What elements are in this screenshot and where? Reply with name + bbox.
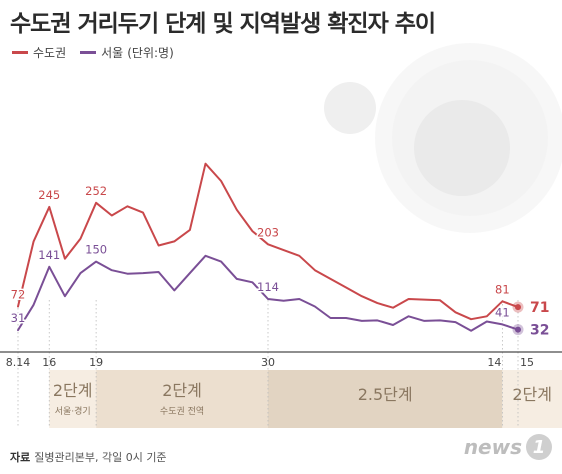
last-point-capital — [515, 304, 521, 311]
phase-label-1: 2단계 — [162, 381, 202, 400]
legend-entry-seoul: 서울 (단위:명) — [80, 44, 174, 61]
legend: 수도권 서울 (단위:명) — [12, 44, 188, 61]
legend-entry-capital: 수도권 — [12, 44, 66, 61]
phase-dividers — [17, 300, 519, 428]
data-label-seoul-0: 31 — [11, 311, 26, 325]
source-text: 질병관리본부, 각일 0시 기준 — [34, 451, 167, 464]
virus-small-body — [324, 82, 376, 134]
data-label-capital-0: 72 — [11, 288, 26, 302]
phase-label-0: 2단계 — [53, 381, 93, 400]
x-tick-label-0: 8.14 — [6, 356, 31, 369]
phase-band-1 — [96, 370, 268, 428]
phase-sublabel-0: 서울·경기 — [55, 405, 91, 417]
data-label-seoul-5: 150 — [85, 243, 107, 257]
data-label-capital-2: 245 — [38, 188, 60, 202]
phase-band-0 — [49, 370, 97, 428]
last-point-seoul — [515, 326, 521, 333]
data-label-capital-32: 71 — [530, 300, 549, 316]
x-tick-label-2: 19 — [89, 356, 103, 369]
virus-large-body — [414, 100, 510, 196]
x-axis: 8.14 16 19 30 14 15 — [0, 351, 562, 369]
phase-label-2: 2.5단계 — [358, 385, 413, 404]
logo-word: news — [463, 435, 522, 459]
phase-label-3: 2단계 — [512, 385, 552, 404]
legend-label-capital: 수도권 — [33, 46, 67, 60]
series-line-seoul — [17, 254, 519, 332]
series-line-capital — [17, 162, 519, 321]
data-label-capital-5: 252 — [85, 184, 107, 198]
data-label-seoul-31: 41 — [495, 305, 510, 319]
phase-band-2 — [268, 370, 503, 428]
footer-source: 자료 질병관리본부, 각일 0시 기준 — [10, 449, 167, 465]
phase-band-3 — [502, 370, 562, 428]
legend-swatch-capital — [12, 51, 28, 54]
phase-sublabel-1: 수도권 전역 — [160, 405, 204, 417]
data-label-seoul-32: 32 — [530, 323, 549, 339]
data-label-seoul-16: 114 — [257, 280, 279, 294]
news1-logo: news 1 — [464, 434, 552, 460]
data-label-capital-16: 203 — [257, 225, 279, 239]
source-label: 자료 — [10, 451, 31, 464]
series-lines: 72 245 252 203 81 71 31 141 150 114 41 32 — [9, 162, 551, 340]
data-label-capital-31: 81 — [495, 282, 510, 296]
legend-swatch-seoul — [80, 51, 97, 54]
unit-label: (단위:명) — [127, 46, 174, 60]
chart-title: 수도권 거리두기 단계 및 지역발생 확진자 추이 — [10, 11, 436, 37]
legend-label-seoul: 서울 — [101, 46, 124, 60]
x-tick-label-5: 15 — [520, 356, 534, 369]
x-tick-label-4: 14 — [487, 356, 501, 369]
virus-illustration — [324, 43, 562, 233]
x-tick-label-1: 16 — [42, 356, 56, 369]
data-label-seoul-2: 141 — [38, 248, 60, 262]
logo-badge: 1 — [526, 434, 552, 460]
x-tick-label-3: 30 — [261, 356, 275, 369]
